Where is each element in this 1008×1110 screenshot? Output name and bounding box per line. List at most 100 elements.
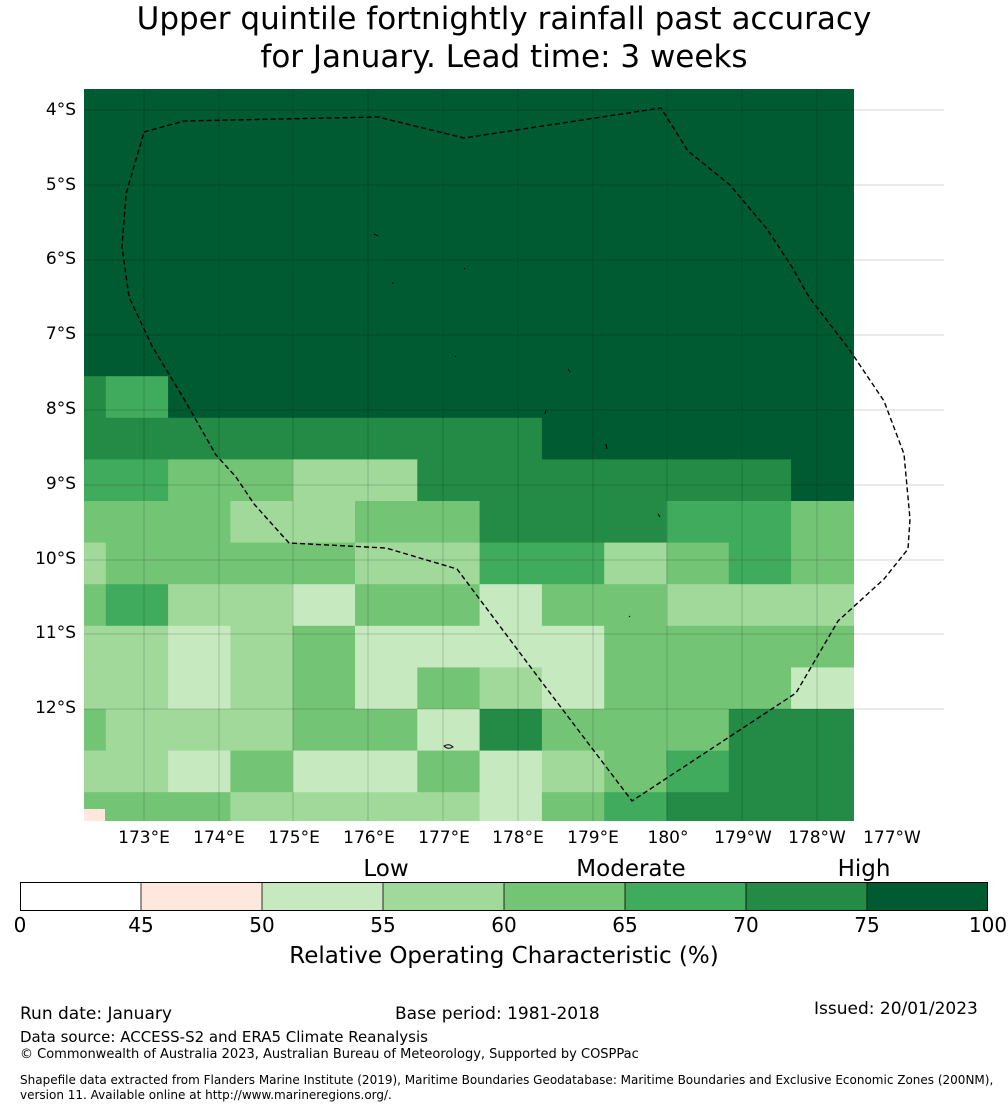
island-shape bbox=[373, 233, 379, 237]
colorbar-tick-label: 75 bbox=[854, 913, 880, 937]
grid-cell bbox=[541, 293, 605, 336]
eez-boundary-line bbox=[121, 107, 911, 802]
longitude-tick-label: 175°E bbox=[268, 828, 320, 848]
grid-cell bbox=[791, 209, 854, 252]
colorbar-tick-label: 60 bbox=[491, 913, 517, 937]
grid-cell bbox=[230, 168, 294, 211]
latitude-tick-label: 7°S bbox=[45, 324, 76, 344]
run-date: Run date: January bbox=[20, 1004, 172, 1024]
grid-cell bbox=[604, 501, 668, 544]
grid-cell bbox=[728, 459, 792, 502]
grid-cell bbox=[666, 209, 730, 252]
grid-cell bbox=[604, 625, 668, 668]
grid-cell bbox=[292, 251, 356, 294]
grid-cell bbox=[355, 542, 418, 585]
grid-cell bbox=[292, 334, 356, 377]
grid-cell bbox=[666, 168, 730, 211]
longitude-tick-label: 176°E bbox=[343, 828, 395, 848]
grid-cell bbox=[417, 792, 481, 821]
grid-cell bbox=[604, 792, 668, 821]
grid-cell bbox=[417, 126, 481, 169]
grid-cell bbox=[230, 417, 294, 460]
grid-cell bbox=[791, 709, 854, 752]
grid-cell bbox=[355, 376, 418, 419]
island-shape bbox=[567, 368, 571, 373]
longitude-tick-label: 177°W bbox=[863, 828, 921, 848]
grid-cell bbox=[417, 417, 481, 460]
grid-cell bbox=[479, 459, 543, 502]
grid-cell bbox=[728, 709, 792, 752]
grid-cell bbox=[541, 459, 605, 502]
grid-cell bbox=[604, 417, 668, 460]
grid-cell bbox=[417, 209, 481, 252]
colorbar-border bbox=[20, 882, 988, 911]
grid-cell bbox=[105, 417, 169, 460]
grid-cell bbox=[168, 251, 231, 294]
grid-cell bbox=[417, 750, 481, 793]
longitude-tick-label: 178°E bbox=[492, 828, 544, 848]
grid-cell bbox=[604, 126, 668, 169]
copyright-notice: © Commonwealth of Australia 2023, Austra… bbox=[20, 1047, 639, 1062]
grid-cell bbox=[728, 168, 792, 211]
grid-cell bbox=[168, 584, 231, 627]
grid-cell bbox=[84, 417, 107, 460]
grid-cell bbox=[355, 293, 418, 336]
grid-cell bbox=[604, 542, 668, 585]
grid-cell bbox=[666, 334, 730, 377]
grid-cell bbox=[791, 501, 854, 544]
colorbar-segment bbox=[383, 882, 504, 911]
grid-cell bbox=[105, 667, 169, 710]
grid-cell bbox=[84, 459, 107, 502]
latitude-tick-label: 4°S bbox=[45, 100, 76, 120]
grid-cell bbox=[168, 89, 231, 128]
chart-title-line-1: Upper quintile fortnightly rainfall past… bbox=[136, 1, 872, 37]
grid-cell bbox=[230, 792, 294, 821]
grid-cell bbox=[791, 168, 854, 211]
grid-cell bbox=[84, 251, 107, 294]
latitude-tick-label: 8°S bbox=[45, 399, 76, 419]
grid-cell bbox=[666, 625, 730, 668]
grid-cell bbox=[292, 168, 356, 211]
grid-cell bbox=[292, 667, 356, 710]
colorbar-segment bbox=[262, 882, 383, 911]
longitude-tick-label: 174°E bbox=[193, 828, 245, 848]
island-shape bbox=[605, 443, 608, 450]
grid-cell bbox=[728, 667, 792, 710]
grid-cell bbox=[230, 334, 294, 377]
grid-cell bbox=[292, 750, 356, 793]
grid-cell bbox=[105, 709, 169, 752]
grid-cell bbox=[541, 126, 605, 169]
grid-cell bbox=[355, 750, 418, 793]
grid-cell bbox=[728, 584, 792, 627]
grid-cell bbox=[168, 542, 231, 585]
grid-cell bbox=[355, 126, 418, 169]
grid-cell bbox=[728, 89, 792, 128]
island-shape bbox=[443, 744, 454, 749]
grid-cell bbox=[541, 667, 605, 710]
grid-cell bbox=[728, 625, 792, 668]
grid-cell bbox=[105, 168, 169, 211]
grid-cell bbox=[479, 89, 543, 128]
grid-cell bbox=[230, 251, 294, 294]
grid-cell bbox=[292, 625, 356, 668]
grid-cell bbox=[168, 209, 231, 252]
grid-cell bbox=[479, 209, 543, 252]
grid-cell bbox=[168, 625, 231, 668]
grid-cell bbox=[84, 501, 107, 544]
longitude-tick-label: 177°E bbox=[418, 828, 470, 848]
map-area bbox=[84, 89, 944, 821]
longitude-tick-label: 173°E bbox=[118, 828, 170, 848]
colorbar-title: Relative Operating Characteristic (%) bbox=[289, 943, 719, 969]
latitude-tick-label: 11°S bbox=[35, 623, 76, 643]
grid-cell bbox=[728, 417, 792, 460]
grid-cell bbox=[168, 709, 231, 752]
island-shape bbox=[463, 267, 466, 270]
grid-cell bbox=[728, 542, 792, 585]
grid-cell bbox=[355, 209, 418, 252]
grid-cell bbox=[791, 417, 854, 460]
grid-cell bbox=[479, 542, 543, 585]
grid-cell bbox=[168, 667, 231, 710]
grid-cell bbox=[479, 667, 543, 710]
category-low-label: Low bbox=[363, 856, 409, 882]
grid-cell bbox=[728, 376, 792, 419]
